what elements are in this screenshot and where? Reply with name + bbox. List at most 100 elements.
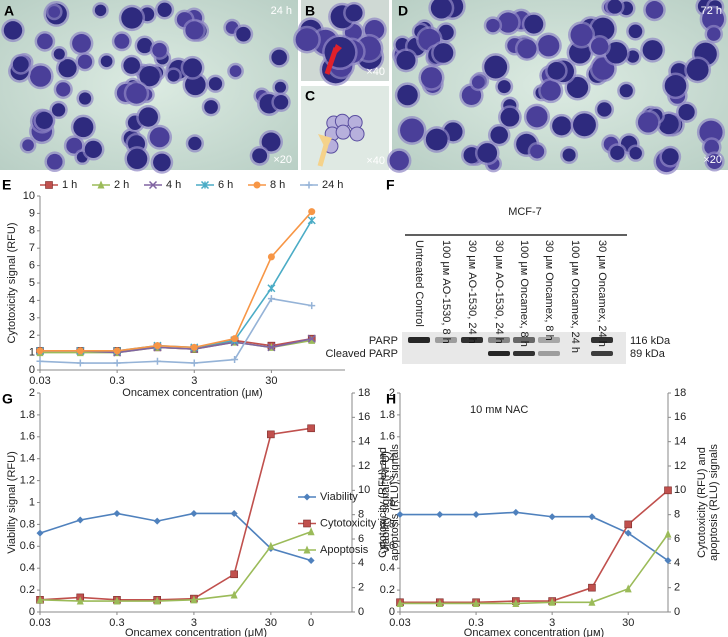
y2-axis-label: Cytotoxicity (RFU) and bbox=[377, 447, 389, 558]
nucleus bbox=[185, 21, 204, 40]
nucleus bbox=[46, 153, 63, 170]
marker bbox=[307, 527, 315, 536]
y-tick-label: 1.2 bbox=[20, 475, 35, 487]
nucleus bbox=[517, 39, 537, 59]
marker bbox=[230, 570, 238, 579]
y-tick-label: 0.6 bbox=[380, 540, 395, 552]
x-tick-label: 30 bbox=[265, 617, 277, 629]
y-axis-label: Viability signal (RFU) bbox=[380, 451, 392, 554]
x-tick-label: 3 bbox=[191, 375, 197, 387]
nucleus bbox=[471, 75, 485, 89]
y-tick-label: 2 bbox=[29, 329, 35, 341]
annotation: 10 mм NAC bbox=[470, 404, 528, 416]
marker bbox=[267, 295, 275, 303]
nucleus bbox=[706, 153, 723, 170]
legend-marker bbox=[303, 493, 311, 501]
y-tick-label: 1 bbox=[29, 496, 35, 508]
nucleus bbox=[637, 112, 659, 133]
legend-label: 1 h bbox=[62, 179, 77, 191]
nucleus bbox=[274, 81, 287, 93]
arrow-b-shaft bbox=[324, 47, 339, 75]
nucleus bbox=[607, 0, 623, 14]
legend-label: 6 h bbox=[218, 179, 233, 191]
marker bbox=[436, 598, 444, 607]
y-tick-label: 0 bbox=[29, 606, 35, 618]
nucleus bbox=[500, 107, 520, 127]
y2-axis-label: apoptosis (RLU) signals bbox=[708, 444, 720, 561]
nucleus bbox=[167, 69, 180, 82]
nucleus bbox=[389, 150, 409, 171]
marker bbox=[267, 430, 275, 439]
legend-marker bbox=[97, 180, 105, 189]
nucleus bbox=[497, 80, 511, 94]
marker bbox=[307, 557, 315, 565]
lane-label: 100 μм AO-1530, 8 h bbox=[440, 240, 452, 344]
lane-label: 30 μм AO-1530, 24 h bbox=[466, 240, 478, 344]
x-tick-label: 3 bbox=[191, 617, 197, 629]
y2-tick-label: 10 bbox=[358, 484, 370, 496]
nucleus bbox=[425, 128, 448, 151]
marker bbox=[548, 513, 556, 521]
y-tick-label: 3 bbox=[29, 312, 35, 324]
nucleus bbox=[138, 107, 158, 127]
nucleus bbox=[37, 33, 53, 50]
lane-label: 30 μм Oncamex, 24 h bbox=[596, 240, 608, 347]
y2-tick-label: 10 bbox=[674, 484, 686, 496]
arrow-c bbox=[318, 134, 332, 150]
marker bbox=[76, 359, 84, 367]
nucleus bbox=[185, 74, 206, 96]
marker bbox=[230, 590, 238, 599]
cells bbox=[1, 0, 727, 175]
x-tick-label: 0 bbox=[308, 617, 314, 629]
time-label: 72 h bbox=[701, 5, 722, 17]
legend-label: 8 h bbox=[270, 179, 285, 191]
marker bbox=[190, 509, 198, 517]
band bbox=[408, 337, 430, 343]
y-tick-label: 0 bbox=[389, 606, 395, 618]
marker bbox=[190, 595, 198, 604]
y-axis-label: Cytotoxicity signal (RFU) bbox=[6, 222, 18, 343]
x-tick-label: 0.3 bbox=[109, 375, 124, 387]
nucleus bbox=[188, 136, 202, 151]
nucleus bbox=[704, 139, 720, 155]
y2-tick-label: 2 bbox=[674, 582, 680, 594]
y-tick-label: 1 bbox=[389, 496, 395, 508]
nucleus bbox=[420, 67, 442, 89]
marker bbox=[548, 597, 556, 606]
panel-label: D bbox=[398, 3, 408, 19]
x-tick-label: 0.03 bbox=[389, 617, 410, 629]
y-tick-label: 0.8 bbox=[20, 518, 35, 530]
nucleus bbox=[236, 26, 251, 42]
y2-tick-label: 18 bbox=[674, 387, 686, 399]
marker bbox=[588, 597, 596, 606]
marker bbox=[308, 208, 316, 216]
series-line bbox=[39, 427, 312, 601]
marker bbox=[76, 516, 84, 524]
y-tick-label: 1.4 bbox=[20, 453, 35, 465]
nucleus bbox=[208, 77, 223, 91]
nucleus bbox=[153, 153, 171, 172]
y2-tick-label: 14 bbox=[358, 436, 370, 448]
y-tick-label: 7 bbox=[29, 242, 35, 254]
lane-label: 30 μм Oncamex, 8 h bbox=[543, 240, 555, 341]
band bbox=[538, 351, 560, 356]
marker bbox=[153, 596, 161, 605]
band bbox=[488, 351, 510, 356]
band bbox=[435, 337, 457, 343]
legend-label: Viability bbox=[320, 491, 358, 503]
y-tick-label: 0.8 bbox=[380, 518, 395, 530]
nucleus bbox=[597, 102, 612, 117]
band bbox=[591, 337, 613, 343]
panel-label: G bbox=[2, 391, 13, 407]
nucleus bbox=[261, 132, 281, 152]
magnification: ×40 bbox=[366, 66, 385, 78]
y2-tick-label: 2 bbox=[358, 582, 364, 594]
nucleus bbox=[526, 106, 548, 128]
y2-tick-label: 16 bbox=[358, 411, 370, 423]
nucleus bbox=[157, 2, 172, 17]
nucleus bbox=[562, 148, 576, 162]
nucleus bbox=[591, 17, 615, 41]
legend-marker bbox=[305, 181, 313, 189]
y-tick-label: 1.2 bbox=[380, 475, 395, 487]
marker bbox=[76, 596, 84, 605]
